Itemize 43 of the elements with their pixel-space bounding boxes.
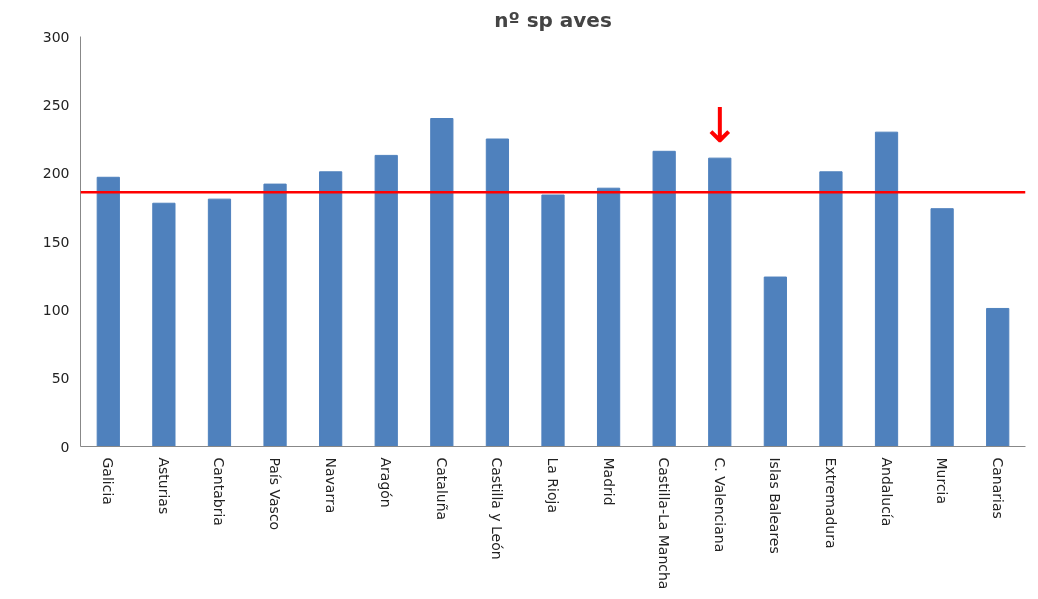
x-tick-label: Galicia [100, 457, 117, 505]
bar [652, 150, 676, 447]
bar [596, 187, 621, 447]
y-tick-label: 50 [51, 370, 70, 387]
x-tick-label: Castilla-La Mancha [656, 457, 673, 590]
x-tick-label: Islas Baleares [767, 457, 784, 554]
bar [930, 208, 954, 447]
x-tick-label: Cantabria [211, 457, 228, 526]
bar [874, 131, 899, 447]
x-tick-label: Murcia [934, 457, 951, 505]
bar [485, 138, 510, 447]
x-tick-label: Andalucía [878, 457, 895, 527]
bar [319, 171, 343, 447]
bar [263, 183, 287, 447]
x-tick-label: Extremadura [822, 457, 839, 549]
x-tick-label: Asturias [155, 457, 172, 515]
y-tick-label: 250 [42, 96, 70, 113]
x-tick-label: País Vasco [267, 457, 284, 531]
y-tick-label: 300 [42, 28, 70, 45]
chart-title: nº sp aves [494, 7, 612, 32]
x-tick-label: Madrid [600, 457, 617, 506]
x-tick-label: La Rioja [545, 457, 561, 513]
bar [430, 118, 454, 447]
bar [708, 157, 732, 447]
bar [763, 276, 787, 447]
x-tick-label: Aragón [378, 457, 395, 508]
y-tick-label: 150 [42, 233, 70, 250]
x-tick-label: Canarias [989, 457, 1006, 519]
y-tick-label: 0 [60, 438, 70, 455]
bar [207, 198, 232, 447]
bar [96, 176, 120, 447]
y-tick-label: 200 [42, 165, 70, 182]
bar [541, 194, 565, 447]
x-tick-label: Cataluña [433, 457, 450, 521]
annotation: ↓ [699, 96, 740, 153]
x-tick-label: Navarra [322, 457, 339, 514]
bar [986, 307, 1010, 447]
x-tick-label: Castilla y León [489, 457, 506, 560]
bar [374, 154, 398, 447]
bar [152, 202, 176, 447]
bar [819, 171, 843, 447]
y-tick-label: 100 [42, 301, 70, 318]
x-tick-label: C. Valenciana [711, 457, 728, 553]
